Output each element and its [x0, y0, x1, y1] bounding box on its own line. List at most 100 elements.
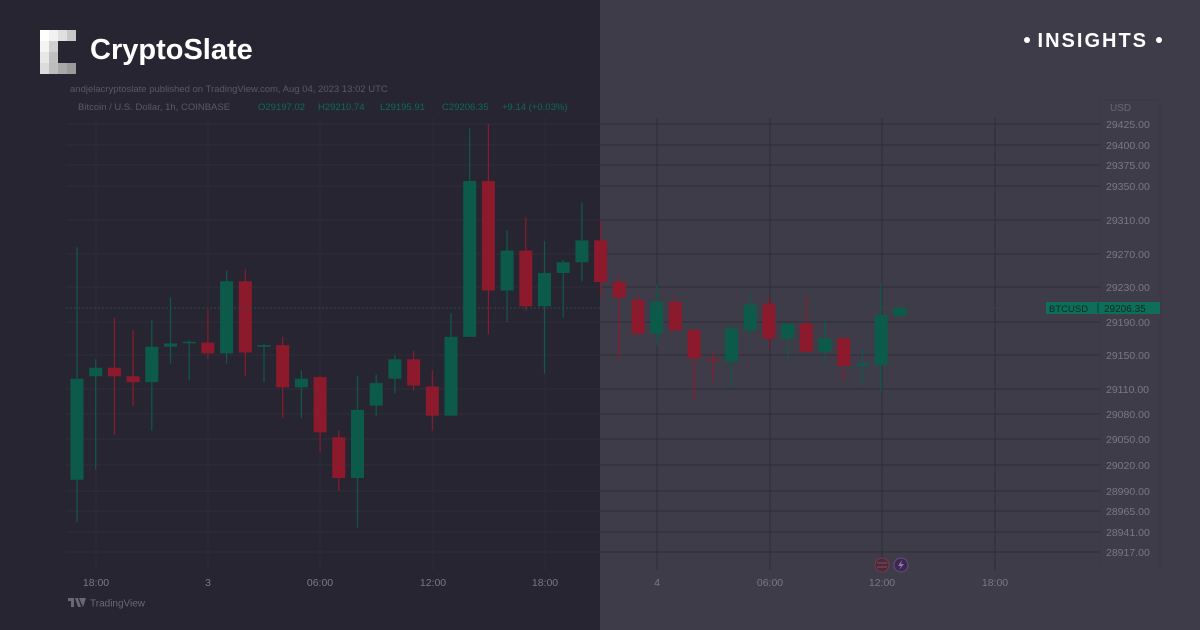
candle-body [257, 345, 271, 347]
y-tick-label: 28990.00 [1106, 486, 1150, 498]
candle [444, 313, 458, 416]
candle [855, 348, 869, 385]
candle-body [556, 262, 570, 273]
candle [781, 323, 795, 360]
candle [725, 323, 738, 388]
candle-body [893, 308, 907, 316]
candle [126, 330, 140, 406]
insights-label: INSIGHTS [1037, 30, 1148, 52]
candle-body [799, 323, 813, 352]
candle [107, 317, 121, 435]
x-tick-label: 06:00 [757, 577, 783, 589]
y-axis: 29425.00 29400.00 29375.00 29350.00 29310.00… [1099, 99, 1161, 570]
candle-body [500, 250, 514, 291]
candle-body [313, 377, 327, 433]
y-tick-label: 28965.00 [1106, 506, 1150, 518]
candle [538, 241, 551, 374]
candle [631, 294, 645, 337]
event-icons [874, 557, 909, 573]
candle [463, 128, 477, 337]
y-tick-label: 29425.00 [1106, 119, 1150, 131]
candle-body [874, 315, 888, 366]
symbol-name: Bitcoin / U.S. Dollar, 1h, COINBASE [78, 102, 230, 113]
cryptoslate-logo-icon [40, 30, 76, 74]
candle [650, 284, 664, 346]
candle [743, 293, 757, 337]
ohlc-change: +9.14 (+0.03%) [502, 102, 568, 113]
candle [837, 334, 851, 381]
tradingview-logo-icon [68, 598, 86, 610]
candle [182, 340, 196, 381]
candle [145, 320, 159, 431]
y-tick-label: 29110.00 [1106, 384, 1149, 396]
last-price-badge [1046, 302, 1160, 314]
candle [668, 295, 682, 332]
candle-body [425, 386, 439, 416]
candle-body [182, 341, 196, 344]
bullet-icon [1023, 37, 1030, 44]
candle-body [519, 250, 533, 307]
candle [164, 297, 177, 364]
candle-body [145, 346, 159, 383]
candle [575, 203, 589, 282]
candle [500, 230, 514, 322]
candle-body [575, 240, 589, 263]
y-tick-label: 29230.00 [1106, 282, 1150, 294]
candle-body [369, 383, 383, 406]
last-price-value: 29206.35 [1104, 304, 1146, 315]
y-tick-label: 28941.00 [1106, 527, 1150, 539]
candle [687, 328, 701, 399]
candle-body [650, 301, 664, 334]
candle [313, 376, 327, 452]
candle-body [220, 281, 234, 354]
candle [706, 353, 720, 383]
candle [276, 336, 290, 419]
last-price-symbol: BTCUSD [1049, 304, 1088, 315]
last-price-label: BTCUSD 29206.35 [66, 302, 1160, 315]
candle-body [238, 281, 252, 353]
ohlc-low: L29195.91 [380, 102, 425, 113]
candle-body [762, 303, 776, 339]
y-tick-label: 29020.00 [1106, 460, 1150, 472]
candle [874, 282, 888, 392]
tradingview-brand: TradingView [68, 598, 145, 610]
candle [369, 374, 383, 417]
candle-body [538, 272, 551, 307]
x-tick-label: 4 [654, 577, 660, 589]
candle [220, 270, 234, 364]
candle-body [70, 378, 84, 480]
candle [407, 350, 421, 391]
us-flag-icon[interactable] [874, 557, 890, 573]
x-tick-label: 12:00 [420, 577, 446, 589]
tradingview-label: TradingView [90, 598, 146, 610]
candle-body [855, 363, 869, 367]
candle [294, 370, 308, 419]
candle-body [388, 359, 402, 379]
ohlc-open: O29197.02 [258, 102, 305, 113]
x-tick-label: 12:00 [869, 577, 895, 589]
candle-body [594, 240, 608, 283]
candle [594, 220, 608, 296]
candle-body [687, 330, 701, 359]
candle-body [89, 367, 103, 377]
x-axis: 18:00 3 06:00 12:00 18:00 4 06:00 12:00 18:00 [83, 577, 1008, 589]
currency-label: USD [1110, 103, 1131, 114]
candle-body [463, 180, 477, 337]
candle-body [276, 345, 290, 388]
y-tick-label: 29270.00 [1106, 249, 1150, 261]
candle [425, 370, 439, 431]
candle-body [201, 342, 215, 354]
candle-body [407, 359, 421, 386]
x-tick-label: 06:00 [307, 577, 333, 589]
candle-body [818, 338, 832, 352]
candle [70, 247, 84, 523]
candle-body [351, 409, 364, 478]
candle-body [706, 359, 720, 361]
candle [238, 268, 252, 377]
y-tick-label: 29150.00 [1106, 350, 1150, 362]
candle [351, 376, 364, 528]
candle-body [107, 367, 121, 377]
candle-body [743, 304, 757, 331]
left-panel [0, 0, 600, 630]
